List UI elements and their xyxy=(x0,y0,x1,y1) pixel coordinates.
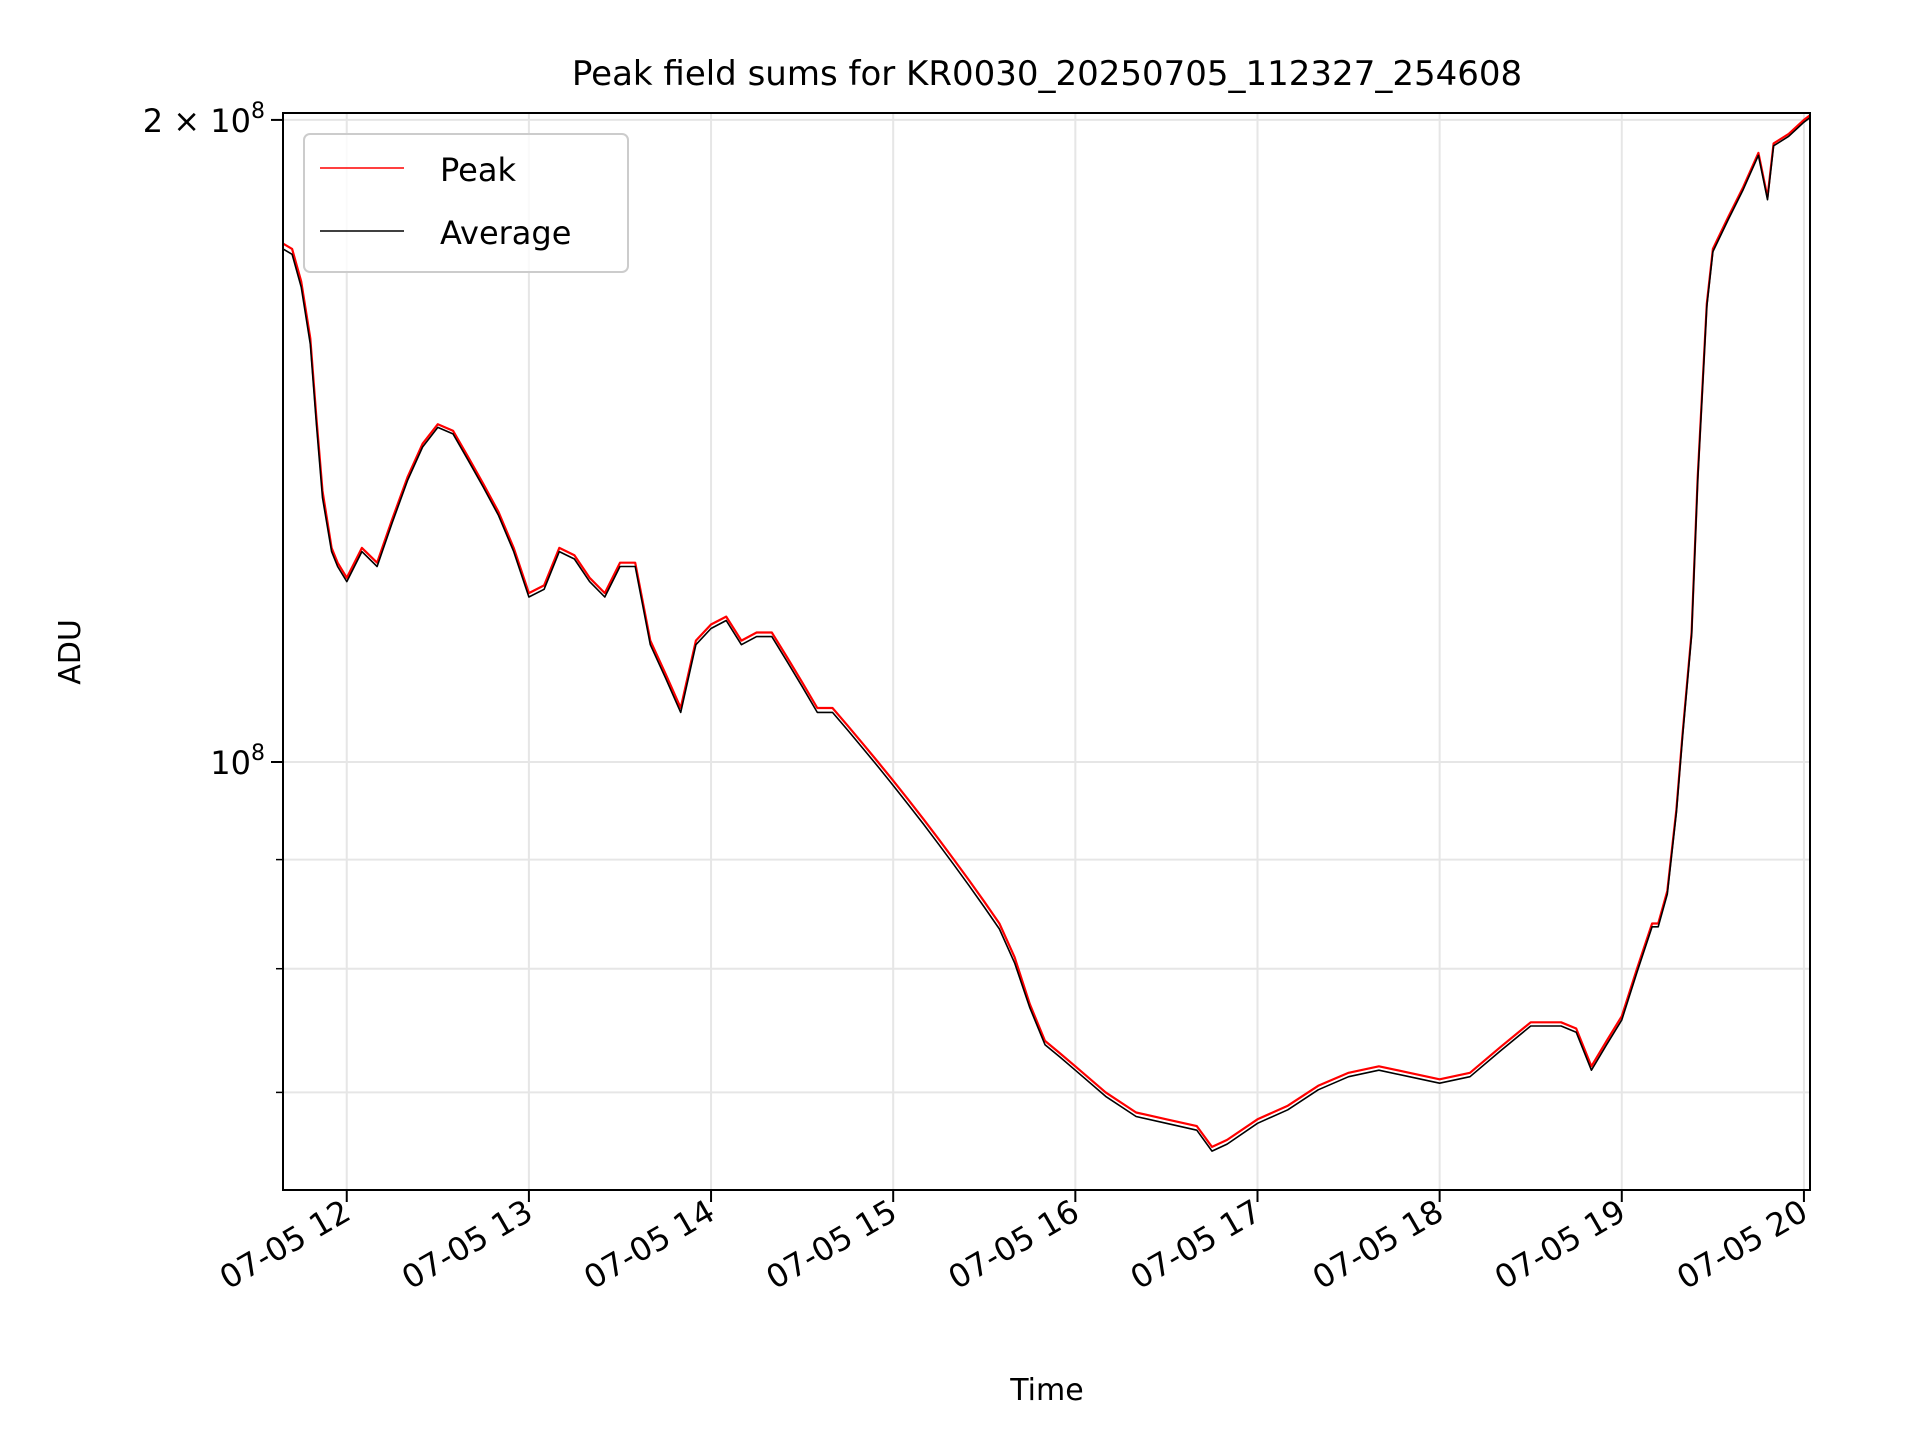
x-tick-label: 07-05 12 xyxy=(213,1192,357,1297)
x-tick-label: 07-05 15 xyxy=(760,1192,904,1297)
x-tick-label: 07-05 14 xyxy=(577,1192,721,1297)
x-tick-label: 07-05 16 xyxy=(942,1192,1086,1297)
x-tick-label: 07-05 18 xyxy=(1306,1192,1450,1297)
plot-frame xyxy=(282,112,1811,1191)
series-line-peak xyxy=(282,114,1811,1148)
y-axis: 108 2 × 108 xyxy=(143,99,283,1094)
x-axis-label: Time xyxy=(1009,1373,1083,1408)
x-axis: 07-05 12 07-05 13 07-05 14 07-05 15 07-05 16… xyxy=(213,1190,1814,1297)
x-tick-label: 07-05 20 xyxy=(1670,1192,1814,1297)
x-tick-label: 07-05 17 xyxy=(1124,1192,1268,1297)
grid xyxy=(283,113,1810,1190)
chart-title: Peak field sums for KR0030_20250705_1123… xyxy=(572,54,1522,94)
legend-peak-label: Peak xyxy=(440,151,516,189)
y-tick-label: 108 xyxy=(210,741,265,782)
legend: Peak Average xyxy=(303,133,629,273)
x-tick-label: 07-05 13 xyxy=(395,1192,539,1297)
plot-lines xyxy=(282,114,1811,1152)
legend-average-label: Average xyxy=(440,214,571,252)
y-axis-label: ADU xyxy=(53,619,88,685)
x-tick-label: 07-05 19 xyxy=(1488,1192,1632,1297)
y-tick-label: 2 × 108 xyxy=(143,99,265,140)
series-line-average xyxy=(282,116,1811,1152)
